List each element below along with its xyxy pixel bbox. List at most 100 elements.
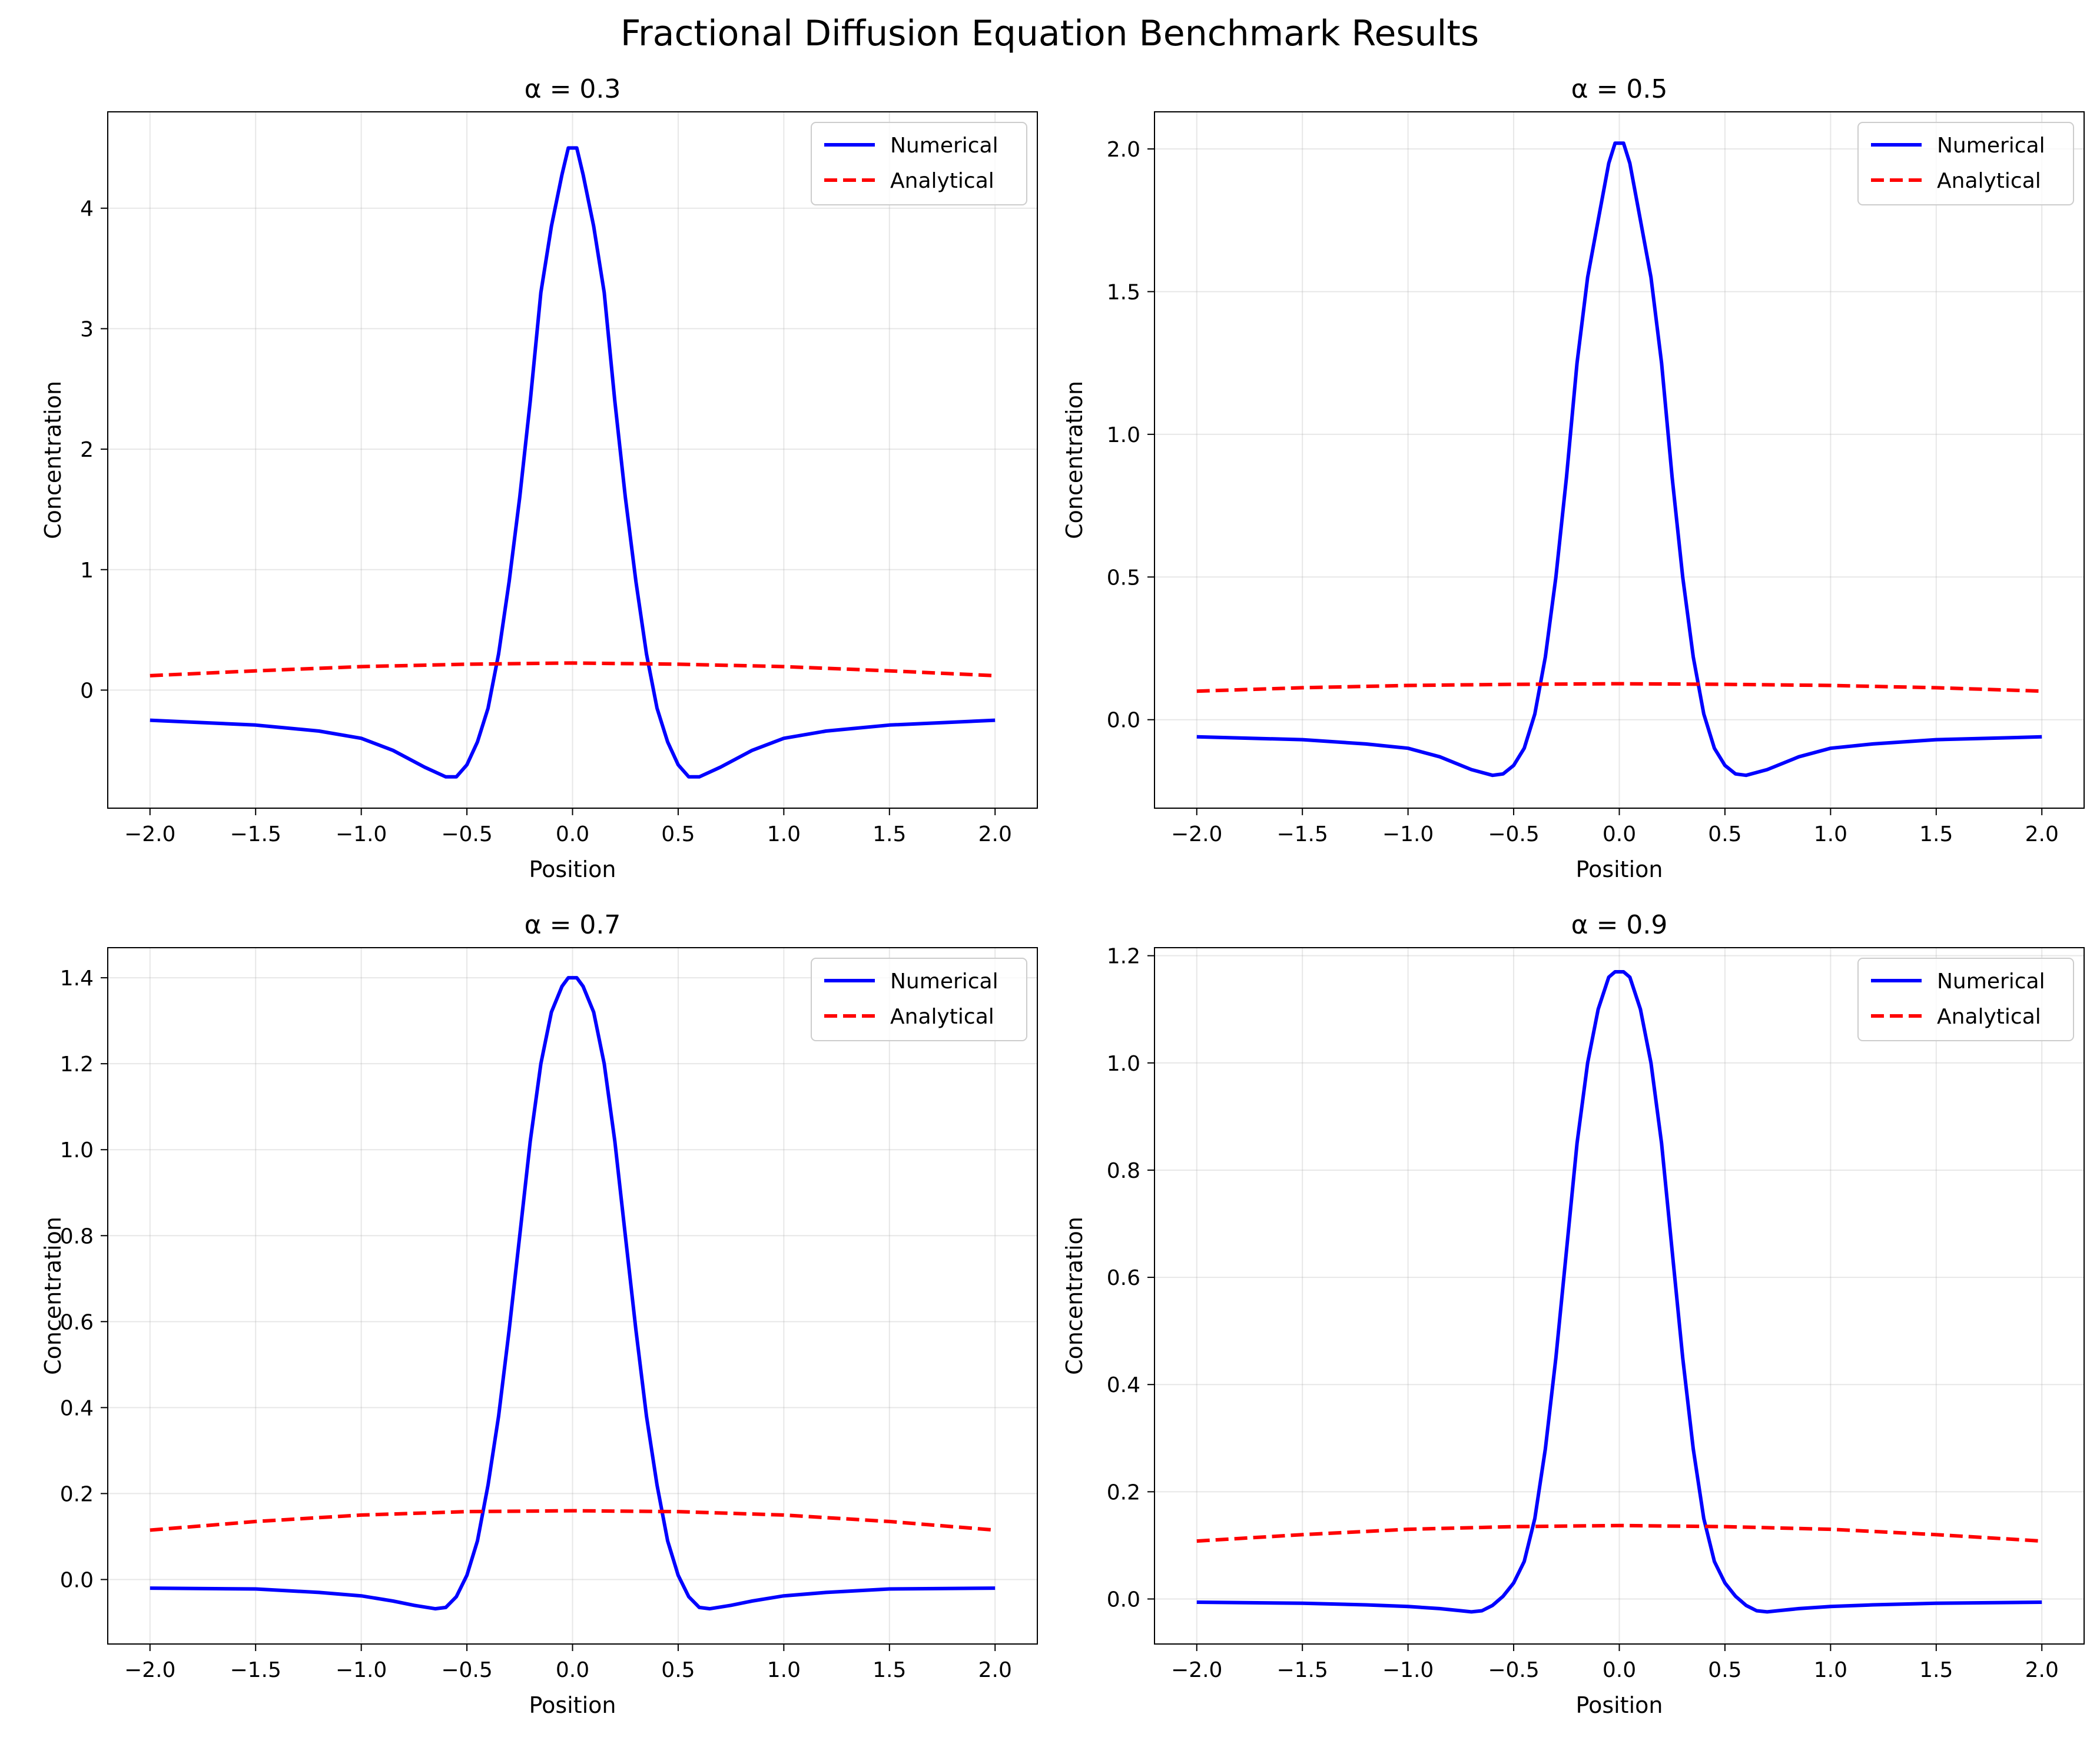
x-tick-label: 1.5 bbox=[872, 822, 906, 846]
y-tick-label: 0 bbox=[80, 679, 94, 703]
x-tick-label: 0.0 bbox=[1603, 822, 1636, 846]
subplot-title: α = 0.3 bbox=[525, 74, 621, 104]
y-tick-label: 0.8 bbox=[1107, 1159, 1140, 1183]
grid-alpha-0-3 bbox=[108, 112, 1037, 808]
y-tick-label: 1.4 bbox=[60, 967, 94, 991]
x-tick-label: 0.0 bbox=[1603, 1658, 1636, 1682]
y-axis-label: Concentration bbox=[40, 381, 66, 539]
x-axis-label: Position bbox=[529, 1692, 616, 1718]
x-tick-label: 0.0 bbox=[556, 822, 589, 846]
x-tick-label: 2.0 bbox=[978, 1658, 1012, 1682]
y-tick-label: 1 bbox=[80, 559, 94, 583]
x-axis-label: Position bbox=[1576, 1692, 1663, 1718]
y-axis-label: Concentration bbox=[1061, 381, 1087, 539]
x-axis-label: Position bbox=[1576, 856, 1663, 882]
x-tick-label: −1.5 bbox=[1276, 822, 1328, 846]
y-tick-label: 0.6 bbox=[1107, 1266, 1140, 1290]
y-tick-label: 0.5 bbox=[1107, 566, 1140, 590]
axes-frame bbox=[107, 111, 1038, 809]
legend: Numerical Analytical bbox=[1857, 958, 2074, 1041]
y-tick-label: 4 bbox=[80, 197, 94, 221]
series-numerical-line bbox=[150, 976, 996, 1611]
series-numerical-line bbox=[150, 146, 996, 779]
grid-alpha-0-7 bbox=[108, 948, 1037, 1644]
y-tick-label: 0.8 bbox=[60, 1224, 94, 1248]
x-tick-label: −2.0 bbox=[124, 1658, 175, 1682]
x-tick-label: 0.5 bbox=[661, 822, 695, 846]
legend: Numerical Analytical bbox=[811, 958, 1027, 1041]
subplot-alpha-0-9: −2.0 −1.5 −1.0 −0.5 0.0 0.5 1.0 1.5 2.0 0.0 0.2 0.4… bbox=[1061, 910, 2085, 1718]
axes-frame bbox=[1154, 947, 2085, 1645]
x-tick-label: −0.5 bbox=[441, 1658, 492, 1682]
x-tick-label: 2.0 bbox=[2025, 822, 2059, 846]
x-tick-label: 0.5 bbox=[1708, 822, 1741, 846]
y-tick-label: 0.0 bbox=[60, 1568, 94, 1592]
x-tick-label: 1.0 bbox=[1814, 822, 1847, 846]
legend-label-numerical: Numerical bbox=[890, 134, 998, 158]
y-tick-label: 1.0 bbox=[60, 1138, 94, 1163]
x-tick-label: 1.0 bbox=[767, 822, 801, 846]
legend-label-analytical: Analytical bbox=[1937, 169, 2041, 193]
x-axis-label: Position bbox=[529, 856, 616, 882]
x-tick-label: −0.5 bbox=[1488, 822, 1539, 846]
y-tick-label: 2.0 bbox=[1107, 138, 1140, 162]
y-tick-label: 0.6 bbox=[60, 1310, 94, 1334]
x-tick-label: −2.0 bbox=[1171, 1658, 1222, 1682]
x-tick-label: −0.5 bbox=[1488, 1658, 1539, 1682]
x-tick-label: −2.0 bbox=[1171, 822, 1222, 846]
legend: Numerical Analytical bbox=[1857, 122, 2074, 205]
y-tick-label: 0.2 bbox=[60, 1482, 94, 1506]
x-tick-label: −1.0 bbox=[1382, 1658, 1434, 1682]
x-tick-label: −0.5 bbox=[441, 822, 492, 846]
series-numerical-line bbox=[1196, 141, 2042, 778]
y-tick-label: 0.4 bbox=[1107, 1373, 1140, 1397]
legend: Numerical Analytical bbox=[811, 122, 1027, 205]
subplot-alpha-0-3: −2.0 −1.5 −1.0 −0.5 0.0 0.5 1.0 1.5 2.0 0 1 2 3 4 α = … bbox=[40, 74, 1038, 882]
y-tick-label: 2 bbox=[80, 438, 94, 462]
x-tick-label: −1.5 bbox=[1276, 1658, 1328, 1682]
x-tick-label: 2.0 bbox=[2025, 1658, 2059, 1682]
series-analytical-line bbox=[150, 1509, 996, 1532]
y-axis-label: Concentration bbox=[40, 1217, 66, 1375]
y-tick-label: 3 bbox=[80, 317, 94, 341]
x-tick-label: −1.5 bbox=[230, 1658, 281, 1682]
y-tick-label: 0.0 bbox=[1107, 1588, 1140, 1612]
x-tick-label: 1.0 bbox=[1814, 1658, 1847, 1682]
series-analytical-line bbox=[1196, 1523, 2042, 1543]
grid-alpha-0-9 bbox=[1154, 948, 2084, 1644]
x-tick-label: 0.0 bbox=[556, 1658, 589, 1682]
x-tick-label: 1.5 bbox=[1919, 822, 1953, 846]
x-tick-label: 0.5 bbox=[1708, 1658, 1741, 1682]
y-tick-label: 1.0 bbox=[1107, 423, 1140, 447]
x-tick-label: 1.5 bbox=[1919, 1658, 1953, 1682]
figure-title: Fractional Diffusion Equation Benchmark … bbox=[621, 13, 1479, 54]
legend-label-numerical: Numerical bbox=[1937, 134, 2045, 158]
y-tick-label: 0.2 bbox=[1107, 1480, 1140, 1504]
x-tick-label: −2.0 bbox=[124, 822, 175, 846]
legend-label-analytical: Analytical bbox=[890, 169, 994, 193]
subplot-alpha-0-5: −2.0 −1.5 −1.0 −0.5 0.0 0.5 1.0 1.5 2.0 0.0 0.5 1.0… bbox=[1061, 74, 2085, 882]
x-tick-label: −1.5 bbox=[230, 822, 281, 846]
subplot-title: α = 0.5 bbox=[1571, 74, 1668, 104]
y-axis-label: Concentration bbox=[1061, 1217, 1087, 1375]
axes-frame bbox=[107, 947, 1038, 1645]
legend-label-numerical: Numerical bbox=[890, 969, 998, 994]
y-tick-label: 0.4 bbox=[60, 1396, 94, 1420]
legend-label-numerical: Numerical bbox=[1937, 969, 2045, 994]
legend-label-analytical: Analytical bbox=[1937, 1005, 2041, 1029]
series-analytical-line bbox=[150, 661, 996, 677]
subplot-title: α = 0.9 bbox=[1571, 910, 1668, 940]
y-tick-label: 1.5 bbox=[1107, 280, 1140, 304]
x-tick-label: −1.0 bbox=[336, 1658, 387, 1682]
x-tick-label: 0.5 bbox=[661, 1658, 695, 1682]
x-tick-label: 1.5 bbox=[872, 1658, 906, 1682]
y-tick-label: 0.0 bbox=[1107, 709, 1140, 733]
series-numerical-line bbox=[1196, 970, 2042, 1614]
y-tick-label: 1.2 bbox=[60, 1052, 94, 1077]
x-tick-label: −1.0 bbox=[336, 822, 387, 846]
x-tick-label: 1.0 bbox=[767, 1658, 801, 1682]
subplot-grid: −2.0 −1.5 −1.0 −0.5 0.0 0.5 1.0 1.5 2.0 0 1 2 3 4 α = … bbox=[40, 74, 2085, 1718]
y-tick-label: 1.2 bbox=[1107, 945, 1140, 969]
